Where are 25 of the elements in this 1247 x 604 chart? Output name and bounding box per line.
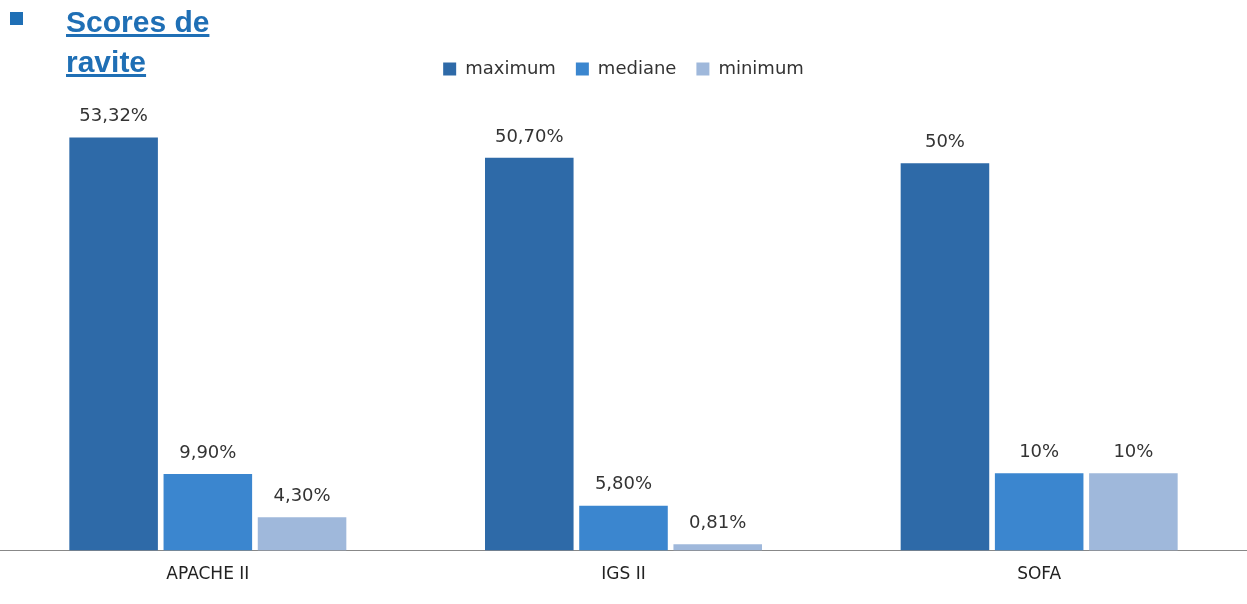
bar	[673, 544, 762, 551]
bar	[257, 517, 347, 551]
x-tick-label: SOFA	[1017, 563, 1062, 584]
data-label: 10%	[1113, 439, 1154, 461]
legend-label: maximum	[465, 56, 556, 78]
legend-label: mediane	[597, 56, 677, 78]
data-label: 4,30%	[273, 483, 331, 505]
chart-title: Scores de ravite	[66, 4, 211, 80]
legend-label: minimum	[718, 56, 804, 78]
data-label: 10%	[1019, 439, 1060, 461]
data-label: 5,80%	[594, 472, 653, 494]
bar	[1089, 473, 1178, 551]
data-label: 50,70%	[494, 124, 564, 146]
data-label: 50%	[924, 129, 965, 151]
bar	[579, 505, 668, 551]
bar	[900, 163, 990, 551]
x-tick-label: APACHE II	[166, 563, 250, 584]
data-label: 53,32%	[79, 104, 148, 126]
bar	[69, 137, 158, 551]
bar	[994, 473, 1084, 551]
bar	[163, 473, 253, 551]
data-label: 9,90%	[179, 440, 237, 462]
data-label: 0,81%	[689, 511, 747, 532]
bar	[485, 157, 574, 551]
x-tick-label: IGS II	[601, 563, 646, 584]
